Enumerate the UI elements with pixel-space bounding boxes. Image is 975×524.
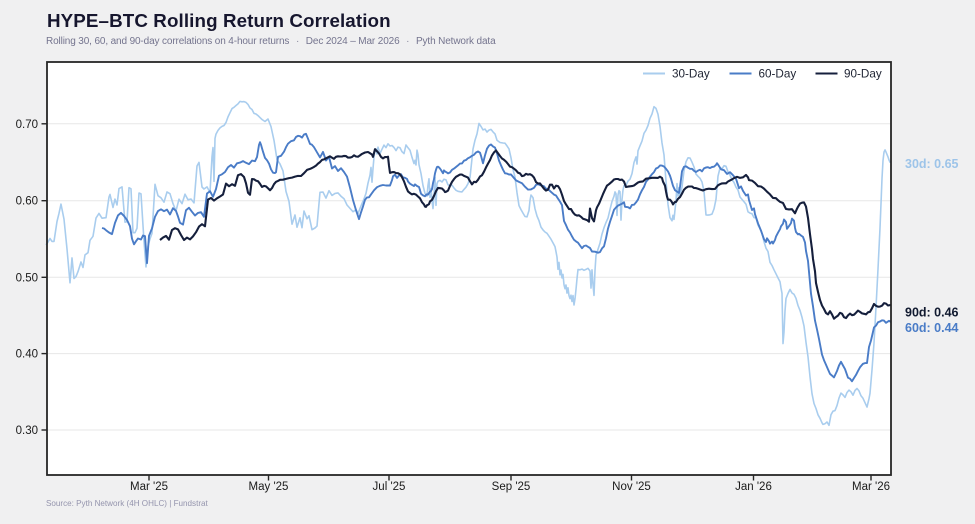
svg-text:60d: 0.44: 60d: 0.44 (905, 321, 959, 335)
svg-text:0.40: 0.40 (16, 349, 38, 361)
svg-text:Jul '25: Jul '25 (373, 481, 406, 493)
svg-text:90d: 0.46: 90d: 0.46 (905, 306, 959, 320)
svg-text:0.30: 0.30 (16, 425, 38, 437)
svg-text:60-Day: 60-Day (759, 68, 797, 81)
svg-text:0.60: 0.60 (16, 196, 38, 208)
svg-text:30-Day: 30-Day (672, 68, 710, 81)
svg-text:Mar '25: Mar '25 (130, 481, 168, 493)
svg-text:Mar '26: Mar '26 (852, 481, 890, 493)
svg-text:Jan '26: Jan '26 (735, 481, 772, 493)
svg-text:0.50: 0.50 (16, 272, 38, 284)
svg-text:Sep '25: Sep '25 (492, 481, 531, 493)
svg-text:30d: 0.65: 30d: 0.65 (905, 157, 959, 171)
svg-text:90-Day: 90-Day (844, 68, 882, 81)
svg-text:0.70: 0.70 (16, 119, 38, 131)
svg-text:Nov '25: Nov '25 (612, 481, 651, 493)
svg-text:May '25: May '25 (249, 481, 289, 493)
